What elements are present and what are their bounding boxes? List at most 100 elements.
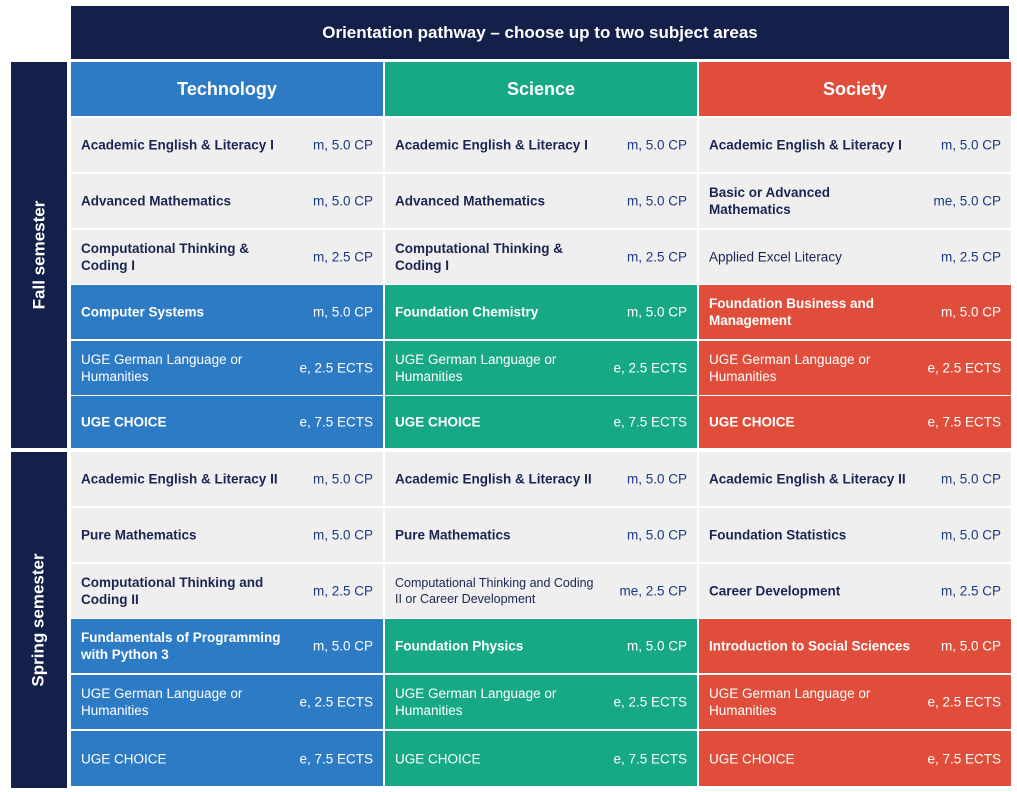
course-credits: m, 5.0 CP bbox=[626, 638, 687, 654]
course-credits: e, 7.5 ECTS bbox=[613, 414, 687, 430]
course-cell: UGE German Language or Humanities e, 2.5 … bbox=[71, 341, 383, 395]
course-name: Advanced Mathematics bbox=[81, 193, 232, 209]
course-name: Basic or Advanced Mathematics bbox=[709, 185, 831, 217]
course-credits: m, 2.5 CP bbox=[312, 583, 373, 599]
course-cell: Fundamentals of Programming with Python … bbox=[71, 619, 383, 673]
course-credits: e, 7.5 ECTS bbox=[927, 751, 1001, 766]
course-cell: Advanced Mathematics m, 5.0 CP bbox=[385, 174, 697, 228]
course-credits: m, 5.0 CP bbox=[312, 304, 373, 320]
course-name: Career Development bbox=[709, 583, 841, 599]
course-cell: Academic English & Literacy II m, 5.0 CP bbox=[385, 452, 697, 506]
course-credits: m, 5.0 CP bbox=[940, 471, 1001, 487]
course-name: Pure Mathematics bbox=[395, 527, 511, 543]
course-cell: UGE CHOICE e, 7.5 ECTS bbox=[71, 396, 383, 448]
course-credits: e, 2.5 ECTS bbox=[299, 694, 373, 710]
course-credits: m, 5.0 CP bbox=[312, 638, 373, 654]
course-credits: me, 5.0 CP bbox=[933, 193, 1001, 209]
course-name: UGE German Language or Humanities bbox=[81, 352, 243, 384]
course-cell: Academic English & Literacy II m, 5.0 CP bbox=[699, 452, 1011, 506]
course-cell: UGE CHOICE e, 7.5 ECTS bbox=[699, 731, 1011, 786]
course-name: Applied Excel Literacy bbox=[709, 249, 842, 265]
course-name: UGE CHOICE bbox=[395, 751, 481, 766]
course-name: Computational Thinking and Coding II bbox=[81, 575, 264, 607]
course-cell: Computational Thinking & Coding I m, 2.5 … bbox=[385, 230, 697, 284]
course-cell: Computational Thinking and Coding II or … bbox=[385, 564, 697, 618]
course-name: Foundation Physics bbox=[395, 638, 524, 654]
course-cell: Applied Excel Literacy m, 2.5 CP bbox=[699, 230, 1011, 284]
course-credits: e, 7.5 ECTS bbox=[299, 414, 373, 430]
course-cell: UGE CHOICE e, 7.5 ECTS bbox=[385, 396, 697, 448]
course-name: UGE CHOICE bbox=[81, 751, 167, 766]
course-credits: m, 5.0 CP bbox=[312, 193, 373, 209]
course-credits: m, 5.0 CP bbox=[940, 638, 1001, 654]
spring-semester-label: Spring semester bbox=[11, 452, 67, 788]
course-name: Pure Mathematics bbox=[81, 527, 197, 543]
course-cell: UGE CHOICE e, 7.5 ECTS bbox=[385, 731, 697, 786]
course-name: UGE German Language or Humanities bbox=[395, 686, 557, 718]
course-cell: Basic or Advanced Mathematics me, 5.0 CP bbox=[699, 174, 1011, 228]
course-name: Computational Thinking and Coding II or … bbox=[395, 576, 594, 606]
course-credits: me, 2.5 CP bbox=[619, 583, 687, 599]
course-name: Academic English & Literacy II bbox=[709, 471, 906, 487]
course-name: Foundation Statistics bbox=[709, 527, 847, 543]
course-credits: m, 5.0 CP bbox=[940, 137, 1001, 153]
course-credits: m, 5.0 CP bbox=[626, 137, 687, 153]
course-credits: m, 5.0 CP bbox=[626, 193, 687, 209]
course-name: UGE CHOICE bbox=[81, 414, 167, 430]
course-cell: UGE German Language or Humanities e, 2.5 … bbox=[71, 675, 383, 729]
course-credits: m, 5.0 CP bbox=[312, 471, 373, 487]
fall-semester-text: Fall semester bbox=[29, 200, 48, 310]
course-name: Academic English & Literacy II bbox=[81, 471, 278, 487]
column-header-technology: Technology bbox=[71, 62, 383, 116]
course-name: Academic English & Literacy II bbox=[395, 471, 592, 487]
column-header-society: Society bbox=[699, 62, 1011, 116]
course-cell: UGE German Language or Humanities e, 2.5 … bbox=[699, 675, 1011, 729]
course-cell: UGE CHOICE e, 7.5 ECTS bbox=[71, 731, 383, 786]
course-name: UGE German Language or Humanities bbox=[395, 352, 557, 384]
course-cell: Academic English & Literacy I m, 5.0 CP bbox=[385, 118, 697, 172]
course-cell: Pure Mathematics m, 5.0 CP bbox=[71, 508, 383, 562]
course-credits: m, 5.0 CP bbox=[626, 527, 687, 543]
course-name: Foundation Business and Management bbox=[709, 296, 875, 328]
course-name: Academic English & Literacy I bbox=[395, 137, 588, 153]
course-credits: e, 7.5 ECTS bbox=[299, 751, 373, 766]
course-credits: m, 5.0 CP bbox=[940, 527, 1001, 543]
pathway-title: Orientation pathway – choose up to two s… bbox=[71, 6, 1009, 59]
course-credits: e, 2.5 ECTS bbox=[927, 360, 1001, 376]
course-name: Foundation Chemistry bbox=[395, 304, 539, 320]
course-name: Introduction to Social Sciences bbox=[709, 638, 911, 654]
course-name: Advanced Mathematics bbox=[395, 193, 546, 209]
course-cell: Foundation Chemistry m, 5.0 CP bbox=[385, 285, 697, 339]
course-cell: Introduction to Social Sciences m, 5.0 CP bbox=[699, 619, 1011, 673]
course-credits: e, 2.5 ECTS bbox=[299, 360, 373, 376]
course-name: UGE German Language or Humanities bbox=[709, 352, 871, 384]
course-credits: m, 2.5 CP bbox=[312, 249, 373, 265]
spring-semester-text: Spring semester bbox=[29, 553, 49, 687]
course-cell: Computational Thinking & Coding I m, 2.5 … bbox=[71, 230, 383, 284]
course-cell: UGE German Language or Humanities e, 2.5 … bbox=[385, 675, 697, 729]
course-credits: m, 2.5 CP bbox=[940, 249, 1001, 265]
course-cell: Computer Systems m, 5.0 CP bbox=[71, 285, 383, 339]
course-cell: Foundation Physics m, 5.0 CP bbox=[385, 619, 697, 673]
course-credits: e, 2.5 ECTS bbox=[927, 694, 1001, 710]
course-credits: e, 2.5 ECTS bbox=[613, 360, 687, 376]
course-credits: e, 7.5 ECTS bbox=[927, 414, 1001, 430]
course-credits: m, 5.0 CP bbox=[312, 527, 373, 543]
course-cell: UGE German Language or Humanities e, 2.5 … bbox=[385, 341, 697, 395]
course-name: Computer Systems bbox=[81, 304, 205, 320]
course-name: Computational Thinking & Coding I bbox=[81, 241, 249, 273]
course-credits: m, 2.5 CP bbox=[626, 249, 687, 265]
course-credits: e, 2.5 ECTS bbox=[613, 694, 687, 710]
course-cell: Advanced Mathematics m, 5.0 CP bbox=[71, 174, 383, 228]
course-cell: UGE German Language or Humanities e, 2.5 … bbox=[699, 341, 1011, 395]
course-name: UGE CHOICE bbox=[395, 414, 481, 430]
course-credits: m, 5.0 CP bbox=[940, 304, 1001, 320]
course-cell: Computational Thinking and Coding II m, 2… bbox=[71, 564, 383, 618]
course-cell: Career Development m, 2.5 CP bbox=[699, 564, 1011, 618]
course-name: Fundamentals of Programming with Python … bbox=[81, 630, 281, 662]
course-name: UGE CHOICE bbox=[709, 414, 795, 430]
column-header-science: Science bbox=[385, 62, 697, 116]
course-cell: Foundation Statistics m, 5.0 CP bbox=[699, 508, 1011, 562]
course-cell: Academic English & Literacy I m, 5.0 CP bbox=[71, 118, 383, 172]
course-name: Computational Thinking & Coding I bbox=[395, 241, 563, 273]
